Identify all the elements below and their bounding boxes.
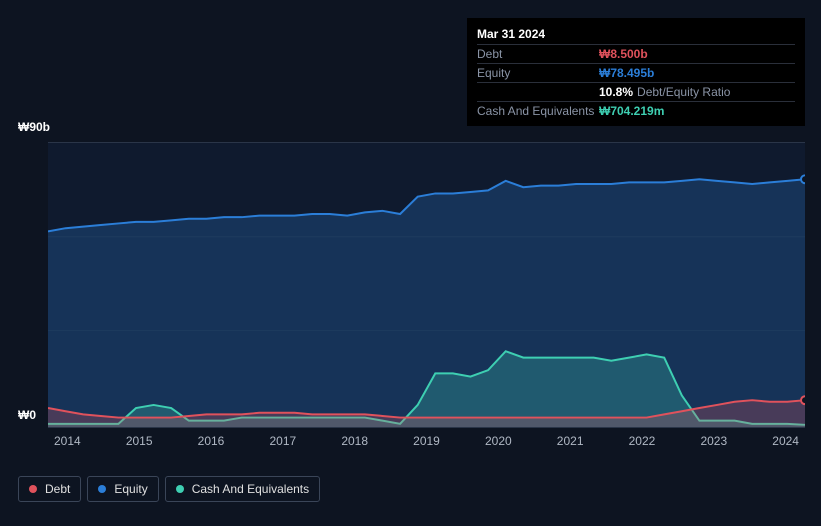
tooltip-date: Mar 31 2024 [477, 24, 795, 44]
x-tick-label: 2023 [700, 434, 727, 448]
x-tick-label: 2016 [198, 434, 225, 448]
x-tick-label: 2024 [772, 434, 799, 448]
chart-plot[interactable] [48, 142, 805, 428]
chart-tooltip: Mar 31 2024 Debt₩8.500bEquity₩78.495b10.… [467, 18, 805, 126]
legend-dot [176, 485, 184, 493]
legend-dot [98, 485, 106, 493]
y-axis-max: ₩90b [18, 120, 50, 134]
legend-item[interactable]: Cash And Equivalents [165, 476, 320, 502]
tooltip-value: ₩704.219m [599, 104, 664, 118]
x-tick-label: 2021 [557, 434, 584, 448]
legend-item[interactable]: Equity [87, 476, 158, 502]
tooltip-label: Cash And Equivalents [477, 104, 599, 118]
chart-container: ₩90b ₩0 2014 2015 2016 2017 2018 2019 2020 2021… [18, 120, 805, 502]
x-axis-labels: 2014 2015 2016 2017 2018 2019 2020 2021 2022 2023… [48, 434, 805, 448]
x-tick-label: 2022 [629, 434, 656, 448]
x-tick-label: 2020 [485, 434, 512, 448]
tooltip-value: ₩78.495b [599, 66, 654, 80]
tooltip-label [477, 85, 599, 99]
y-axis-zero: ₩0 [18, 408, 36, 422]
legend-label: Cash And Equivalents [192, 482, 309, 496]
tooltip-label: Equity [477, 66, 599, 80]
end-marker-equity [801, 175, 805, 183]
tooltip-row: Equity₩78.495b [477, 63, 795, 82]
tooltip-row: 10.8% Debt/Equity Ratio [477, 82, 795, 101]
tooltip-value: 10.8% [599, 85, 633, 99]
tooltip-suffix: Debt/Equity Ratio [637, 85, 730, 99]
x-tick-label: 2018 [341, 434, 368, 448]
end-marker-debt [801, 396, 805, 404]
tooltip-label: Debt [477, 47, 599, 61]
tooltip-row: Debt₩8.500b [477, 44, 795, 63]
legend-dot [29, 485, 37, 493]
chart-legend: Debt Equity Cash And Equivalents [18, 476, 320, 502]
tooltip-row: Cash And Equivalents₩704.219m [477, 101, 795, 120]
x-tick-label: 2014 [54, 434, 81, 448]
legend-label: Equity [114, 482, 147, 496]
legend-item[interactable]: Debt [18, 476, 81, 502]
x-tick-label: 2015 [126, 434, 153, 448]
legend-label: Debt [45, 482, 70, 496]
tooltip-value: ₩8.500b [599, 47, 648, 61]
x-tick-label: 2017 [269, 434, 296, 448]
x-tick-label: 2019 [413, 434, 440, 448]
